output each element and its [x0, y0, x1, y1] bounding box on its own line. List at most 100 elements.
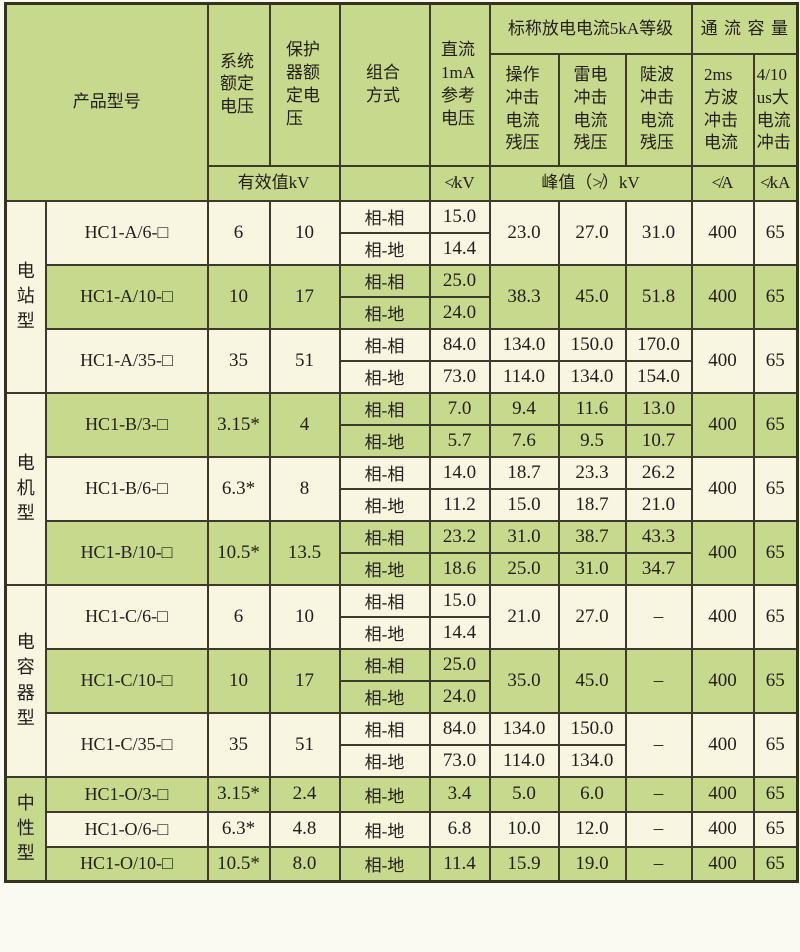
group-label-text: 中性型 [16, 792, 35, 864]
value-cell: 23.0 [488, 199, 560, 266]
value-cell: 10.5* [206, 845, 271, 883]
value-cell: 170.0 [624, 327, 693, 362]
model-cell: HC1-C/10-□ [44, 647, 209, 714]
value-cell: 10.7 [624, 423, 693, 458]
table-row: HC1-B/10-□ 10.5* 13.5 相-相 23.2 31.0 38.7 43.3 40… [6, 519, 799, 586]
value-cell: 34.7 [624, 551, 693, 586]
group-label-text: 电机型 [16, 452, 35, 524]
header-switching-impulse-residual-text: 操作冲击电流残压 [505, 64, 540, 153]
table-row: 相-地 14.4 [6, 615, 798, 650]
value-cell: 10 [268, 199, 341, 266]
value-cell: – [624, 647, 693, 714]
value-cell: 84.0 [428, 711, 491, 746]
model-cell: HC1-A/35-□ [44, 327, 209, 394]
value-cell: – [624, 711, 693, 778]
value-cell: 45.0 [557, 647, 627, 714]
model-cell: HC1-C/35-□ [44, 711, 209, 778]
table-row: HC1-O/6-□ 6.3* 4.8 相-地 6.8 10.0 12.0–400 65 [6, 810, 799, 848]
value-cell: 400 [690, 647, 755, 714]
value-cell: 10 [206, 647, 271, 714]
header-4-10us-high-current: 4/10us大电流冲击 [752, 52, 799, 167]
phase-cell: 相-地 [338, 551, 431, 586]
value-cell: 6.3* [206, 455, 271, 522]
value-cell: 134.0 [557, 359, 627, 394]
value-cell: 27.0 [557, 583, 627, 650]
group-label-text: 电容器型 [16, 632, 35, 728]
phase-cell: 相-地 [338, 775, 431, 813]
value-cell: 15.9 [488, 845, 560, 883]
phase-cell: 相-地 [338, 295, 431, 330]
value-cell: 5.7 [428, 423, 491, 458]
value-cell: 23.3 [557, 455, 627, 490]
value-cell: 9.5 [557, 423, 627, 458]
value-cell: 400 [690, 711, 755, 778]
header-system-rated-voltage-text: 系统额定电压 [219, 51, 254, 117]
phase-cell: 相-地 [338, 359, 431, 394]
header-row: 操作冲击电流残压 雷电冲击电流残压 陡波冲击电流残压 2ms方波冲击电流 4/10us大… [6, 52, 799, 167]
phase-cell: 相-相 [338, 263, 431, 298]
phase-cell: 相-地 [338, 810, 431, 848]
value-cell: 25.0 [428, 647, 491, 682]
value-cell: 11.6 [557, 391, 627, 426]
value-cell: 65 [752, 327, 799, 394]
value-cell: 400 [690, 199, 755, 266]
model-cell: HC1-O/3-□ [44, 775, 209, 813]
model-cell: HC1-A/10-□ [44, 263, 209, 330]
value-cell: 12.0 [557, 810, 627, 848]
value-cell: 31.0 [488, 519, 560, 554]
header-current-capacity: 通流容量 [690, 2, 799, 55]
table-row: 相-地 11.2 15.0 18.7 21.0 [6, 487, 798, 522]
value-cell: 400 [690, 583, 755, 650]
table-row: 电站型 HC1-A/6-□ 6 10 相-相 15.0 23.0 27.0 31.0 400 65 [4, 199, 799, 394]
table-row: HC1-A/10-□ 10 17 相-相 25.0 38.3 45.0 51.8 400 65 [6, 263, 799, 330]
value-cell: – [624, 775, 693, 813]
value-cell: 84.0 [428, 327, 491, 362]
value-cell: 150.0 [557, 327, 627, 362]
value-cell: 7.0 [428, 391, 491, 426]
value-cell: 18.7 [557, 487, 627, 522]
phase-cell: 相-地 [338, 231, 431, 266]
header-arrester-rated-voltage: 保护器额定电压 [268, 2, 341, 167]
value-cell: 114.0 [488, 743, 560, 778]
phase-cell: 相-相 [338, 711, 431, 746]
value-cell: 10.0 [488, 810, 560, 848]
value-cell: 134.0 [488, 711, 560, 746]
phase-cell: 相-相 [338, 647, 431, 682]
value-cell: 4.8 [268, 810, 341, 848]
header-arrester-rated-voltage-text: 保护器额定电压 [285, 40, 320, 128]
value-cell: 65 [752, 199, 799, 266]
header-2ms-square-wave-current-text: 2ms方波冲击电流 [704, 64, 738, 153]
header-nominal-discharge-current-5ka-grade: 标称放电电流5kA等级 [488, 2, 693, 55]
value-cell: 7.6 [488, 423, 560, 458]
value-cell: – [624, 583, 693, 650]
value-cell: 3.15* [206, 391, 271, 458]
value-cell: 35 [206, 327, 271, 394]
spec-table: 产品型号 系统额定电压 保护器额定电压 组合方式 直流1mA参考电压 标称放电电流5kA等… [4, 2, 800, 883]
value-cell: 8 [268, 455, 341, 522]
value-cell: 65 [752, 845, 799, 883]
units-peak-max-kv: 峰值（≯）kV [488, 164, 693, 202]
model-cell: HC1-B/6-□ [44, 455, 209, 522]
value-cell: 400 [690, 775, 755, 813]
value-cell: 23.2 [428, 519, 491, 554]
units-min-a: ≮A [690, 164, 755, 202]
phase-cell: 相-地 [338, 743, 431, 778]
value-cell: 14.4 [428, 231, 491, 266]
units-empty [338, 164, 431, 202]
value-cell: 2.4 [268, 775, 341, 813]
value-cell: 65 [752, 711, 799, 778]
value-cell: 15.0 [488, 487, 560, 522]
group-label: 电容器型 [4, 583, 47, 778]
model-cell: HC1-C/6-□ [44, 583, 209, 650]
value-cell: 17 [268, 263, 341, 330]
header-product-model: 产品型号 [4, 2, 209, 202]
phase-cell: 相-地 [338, 615, 431, 650]
group-label-text: 电站型 [16, 260, 35, 332]
value-cell: 150.0 [557, 711, 627, 746]
value-cell: 27.0 [557, 199, 627, 266]
value-cell: 134.0 [488, 327, 560, 362]
value-cell: 400 [690, 810, 755, 848]
value-cell: 65 [752, 810, 799, 848]
value-cell: 35.0 [488, 647, 560, 714]
phase-cell: 相-地 [338, 679, 431, 714]
